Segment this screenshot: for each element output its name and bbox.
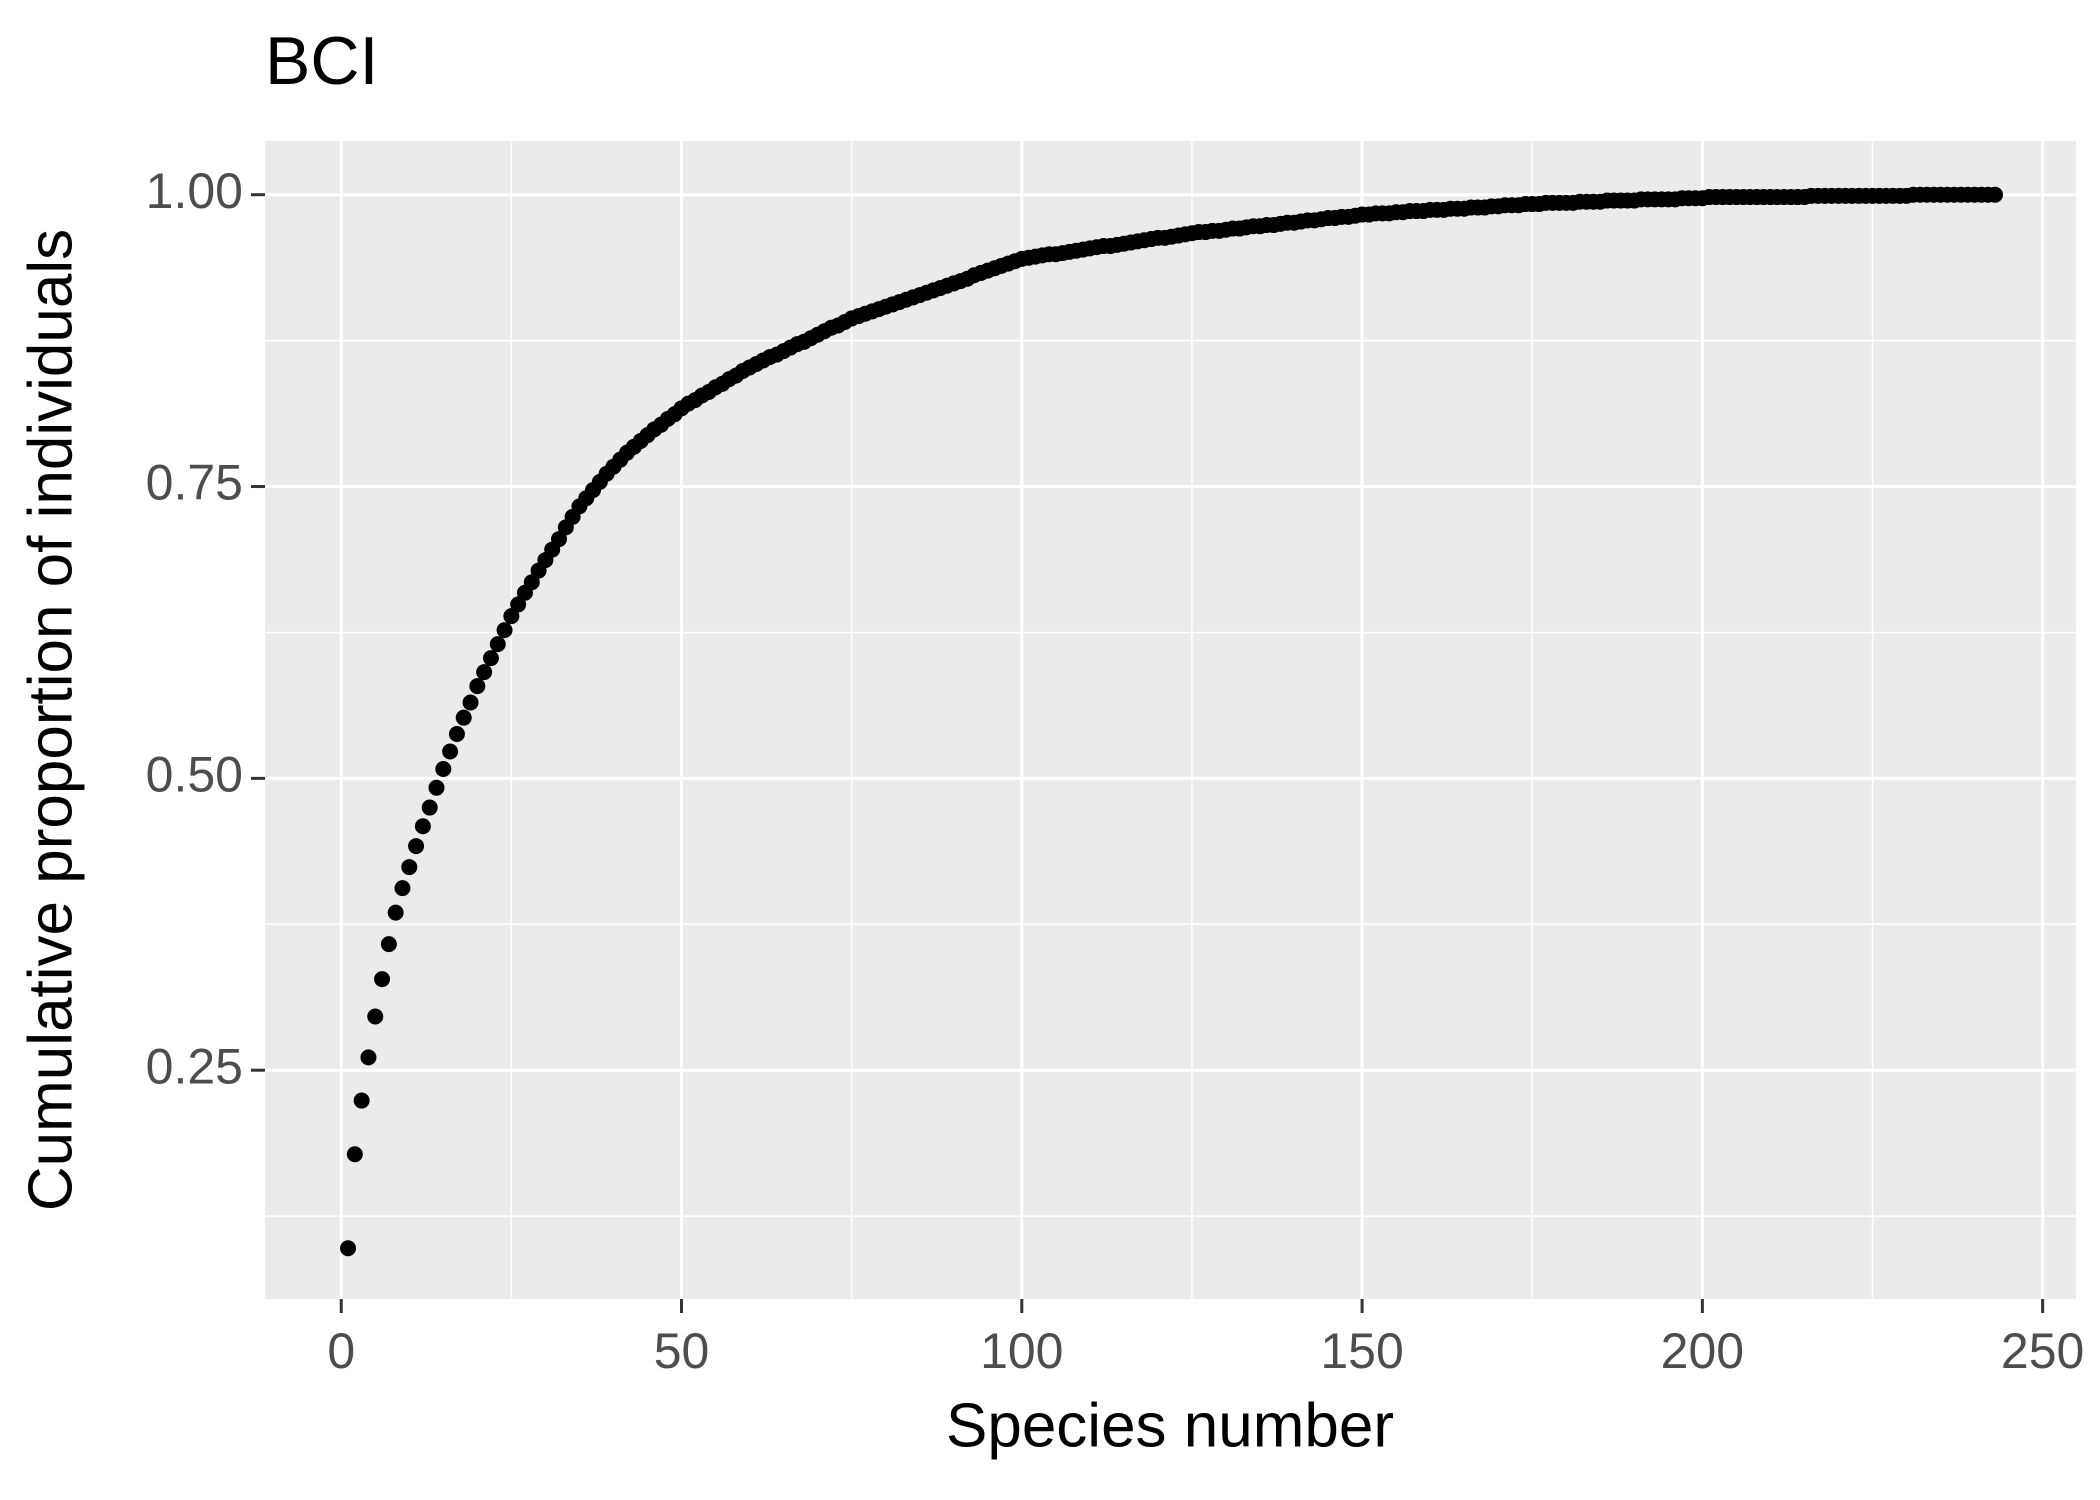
point <box>489 636 506 653</box>
x-tick-label: 250 <box>2001 1323 2084 1379</box>
point <box>482 650 499 667</box>
y-axis-title: Cumulative proportion of individuals <box>16 229 85 1211</box>
point <box>346 1146 363 1163</box>
point <box>496 622 513 639</box>
point <box>523 574 540 591</box>
point <box>442 743 459 760</box>
x-tick-label: 200 <box>1661 1323 1744 1379</box>
point <box>340 1240 357 1257</box>
x-tick-label: 150 <box>1320 1323 1403 1379</box>
chart-title: BCI <box>265 23 378 99</box>
y-tick-label: 0.50 <box>146 747 243 803</box>
point <box>408 838 425 855</box>
point <box>374 971 391 988</box>
point <box>448 726 465 743</box>
x-tick-label: 50 <box>654 1323 710 1379</box>
y-tick-label: 1.00 <box>146 163 243 219</box>
x-tick-label: 100 <box>980 1323 1063 1379</box>
point <box>380 936 397 953</box>
point <box>510 596 527 613</box>
point <box>360 1049 377 1066</box>
point <box>367 1008 384 1025</box>
y-tick-label: 0.25 <box>146 1038 243 1094</box>
point <box>394 880 411 897</box>
point <box>1987 186 2004 203</box>
point <box>503 608 520 625</box>
x-tick-label: 0 <box>327 1323 355 1379</box>
point <box>353 1092 370 1109</box>
point <box>455 709 472 726</box>
point <box>428 779 445 796</box>
plot-panel <box>265 141 2076 1299</box>
x-axis-title: Species number <box>946 1391 1394 1460</box>
point <box>469 678 486 695</box>
point <box>387 904 404 921</box>
point <box>421 799 438 816</box>
y-tick-label: 0.75 <box>146 455 243 511</box>
point <box>435 761 452 778</box>
point <box>551 531 568 548</box>
point <box>414 818 431 835</box>
point <box>462 694 479 711</box>
point <box>401 859 418 876</box>
point <box>476 664 493 681</box>
